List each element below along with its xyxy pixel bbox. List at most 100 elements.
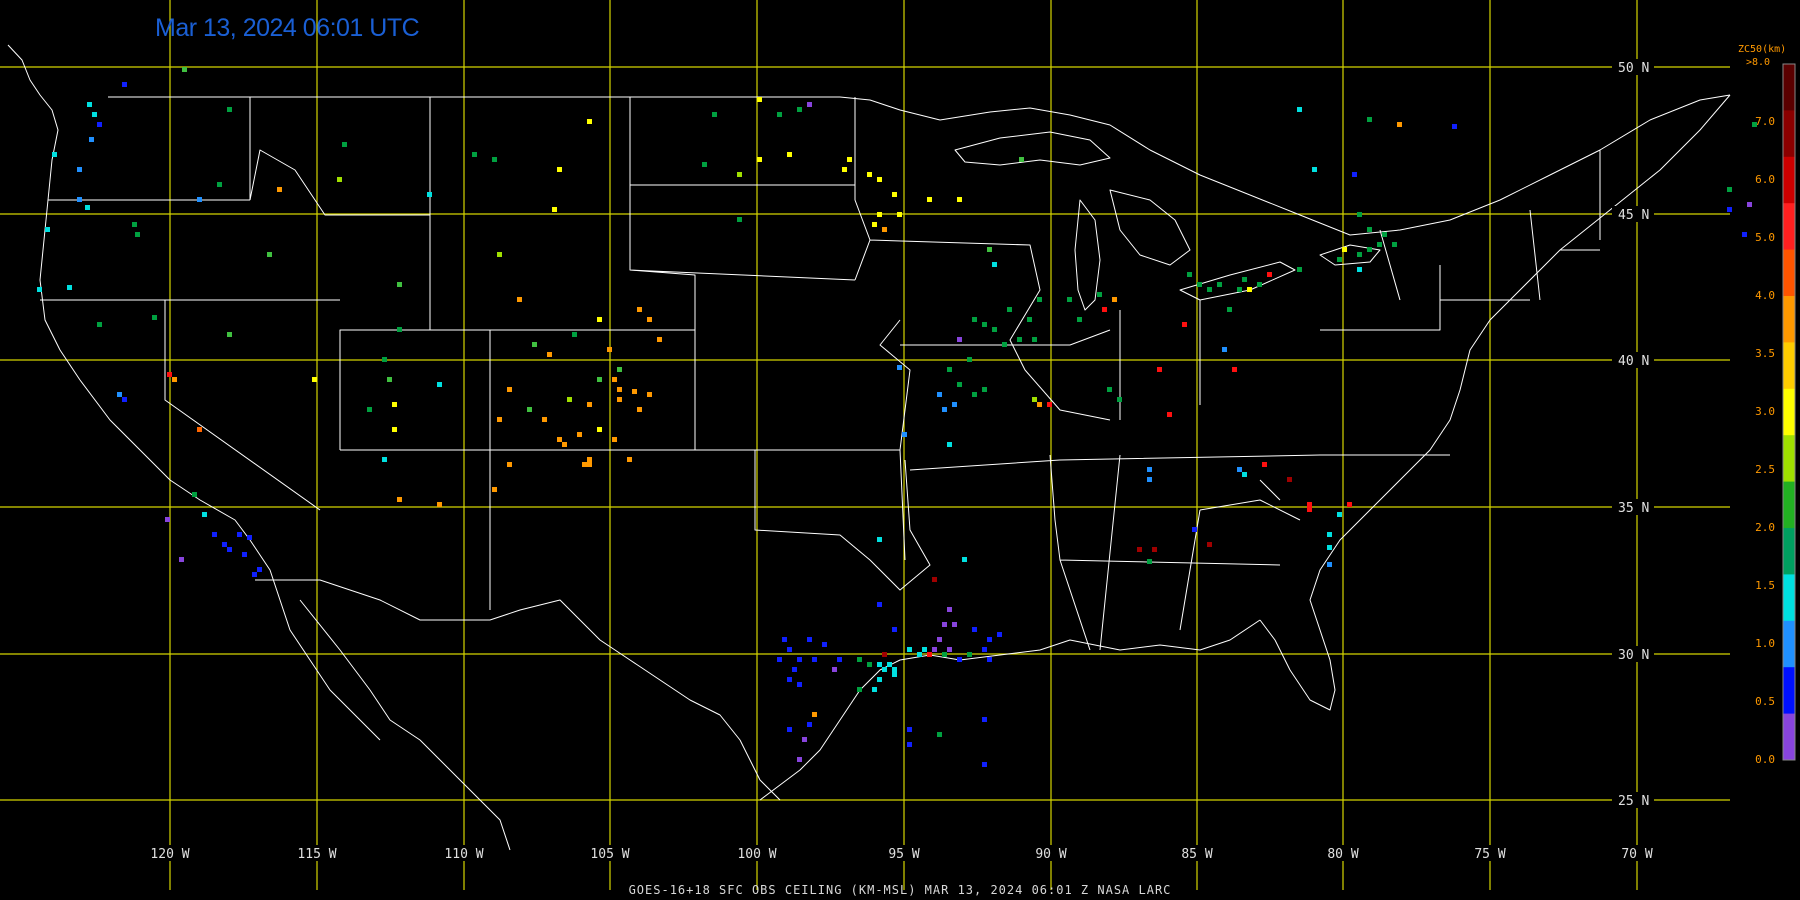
west-coastline [7, 44, 381, 741]
station-marker [807, 722, 812, 727]
station-marker [92, 112, 97, 117]
station-marker [552, 207, 557, 212]
station-marker [927, 652, 932, 657]
station-marker [1237, 467, 1242, 472]
station-marker [982, 387, 987, 392]
station-marker [712, 112, 717, 117]
station-marker [1147, 477, 1152, 482]
station-marker [617, 397, 622, 402]
colorbar-scale: 7.0 6.0 5.0 4.0 3.5 3.0 2.5 2.0 1.5 1.0 0.5 0.0 [1755, 63, 1796, 766]
station-marker [437, 382, 442, 387]
station-marker [52, 152, 57, 157]
station-marker [917, 652, 922, 657]
station-marker [992, 327, 997, 332]
station-marker [1742, 232, 1747, 237]
station-marker [797, 757, 802, 762]
longitude-label: 115 W [297, 847, 336, 862]
east-coastline [1259, 94, 1731, 711]
station-marker [807, 637, 812, 642]
station-marker [1007, 307, 1012, 312]
station-marker [217, 182, 222, 187]
station-marker [647, 392, 652, 397]
longitude-labels: 120 W 115 W 110 W 105 W 100 W 95 W 90 W 85 W 80 … [148, 845, 1659, 862]
lake-ontario [1319, 244, 1381, 266]
station-marker [777, 657, 782, 662]
station-marker [1352, 172, 1357, 177]
station-marker [1002, 342, 1007, 347]
station-marker [1397, 122, 1402, 127]
station-marker [612, 377, 617, 382]
station-marker [1107, 387, 1112, 392]
station-marker [1102, 307, 1107, 312]
station-marker [967, 652, 972, 657]
colorbar-segment [1783, 481, 1795, 529]
station-marker [787, 727, 792, 732]
station-marker [382, 457, 387, 462]
station-marker [597, 427, 602, 432]
station-marker [617, 367, 622, 372]
station-marker [387, 377, 392, 382]
station-marker [872, 687, 877, 692]
station-marker [867, 662, 872, 667]
station-marker [227, 547, 232, 552]
station-marker [1267, 272, 1272, 277]
station-marker [122, 397, 127, 402]
station-marker [617, 387, 622, 392]
station-marker [587, 402, 592, 407]
station-marker [947, 647, 952, 652]
colorbar-tick-label: 4.0 [1755, 289, 1775, 302]
station-marker [937, 732, 942, 737]
station-marker [967, 357, 972, 362]
station-marker [492, 487, 497, 492]
station-marker [1187, 272, 1192, 277]
station-marker [587, 462, 592, 467]
station-marker [822, 642, 827, 647]
colorbar-tick-label: 3.5 [1755, 347, 1775, 360]
station-marker [1242, 472, 1247, 477]
station-marker [597, 377, 602, 382]
station-marker [907, 727, 912, 732]
station-marker [1192, 527, 1197, 532]
colorbar-tick-label: 0.5 [1755, 695, 1775, 708]
station-marker [227, 332, 232, 337]
station-marker [1207, 287, 1212, 292]
station-marker [1307, 502, 1312, 507]
colorbar-tick-label: 3.0 [1755, 405, 1775, 418]
station-marker [1377, 242, 1382, 247]
station-marker [382, 357, 387, 362]
station-marker [812, 712, 817, 717]
station-marker [97, 322, 102, 327]
station-marker [517, 297, 522, 302]
station-marker [1262, 462, 1267, 467]
station-marker [497, 252, 502, 257]
station-marker [582, 462, 587, 467]
station-marker [1157, 367, 1162, 372]
state-lines [40, 97, 1601, 651]
station-marker [787, 647, 792, 652]
station-marker [1227, 307, 1232, 312]
latitude-label: 30 N [1618, 648, 1649, 663]
station-marker [982, 322, 987, 327]
station-marker [567, 397, 572, 402]
longitude-label: 100 W [737, 847, 776, 862]
station-marker [877, 602, 882, 607]
station-marker [897, 365, 902, 370]
station-marker [587, 119, 592, 124]
station-marker [942, 652, 947, 657]
lat-lon-grid [0, 0, 1730, 890]
colorbar-segment [1783, 296, 1795, 343]
station-marker [937, 392, 942, 397]
latitude-labels: 50 N 45 N 40 N 35 N 30 N 25 N [1612, 59, 1654, 809]
station-marker [892, 667, 897, 672]
station-marker [562, 442, 567, 447]
station-marker [902, 432, 907, 437]
station-marker [37, 287, 42, 292]
station-marker [507, 387, 512, 392]
station-marker [1312, 167, 1317, 172]
station-marker [867, 172, 872, 177]
station-marker [507, 462, 512, 467]
station-marker [367, 407, 372, 412]
station-marker [1207, 542, 1212, 547]
station-marker [337, 177, 342, 182]
